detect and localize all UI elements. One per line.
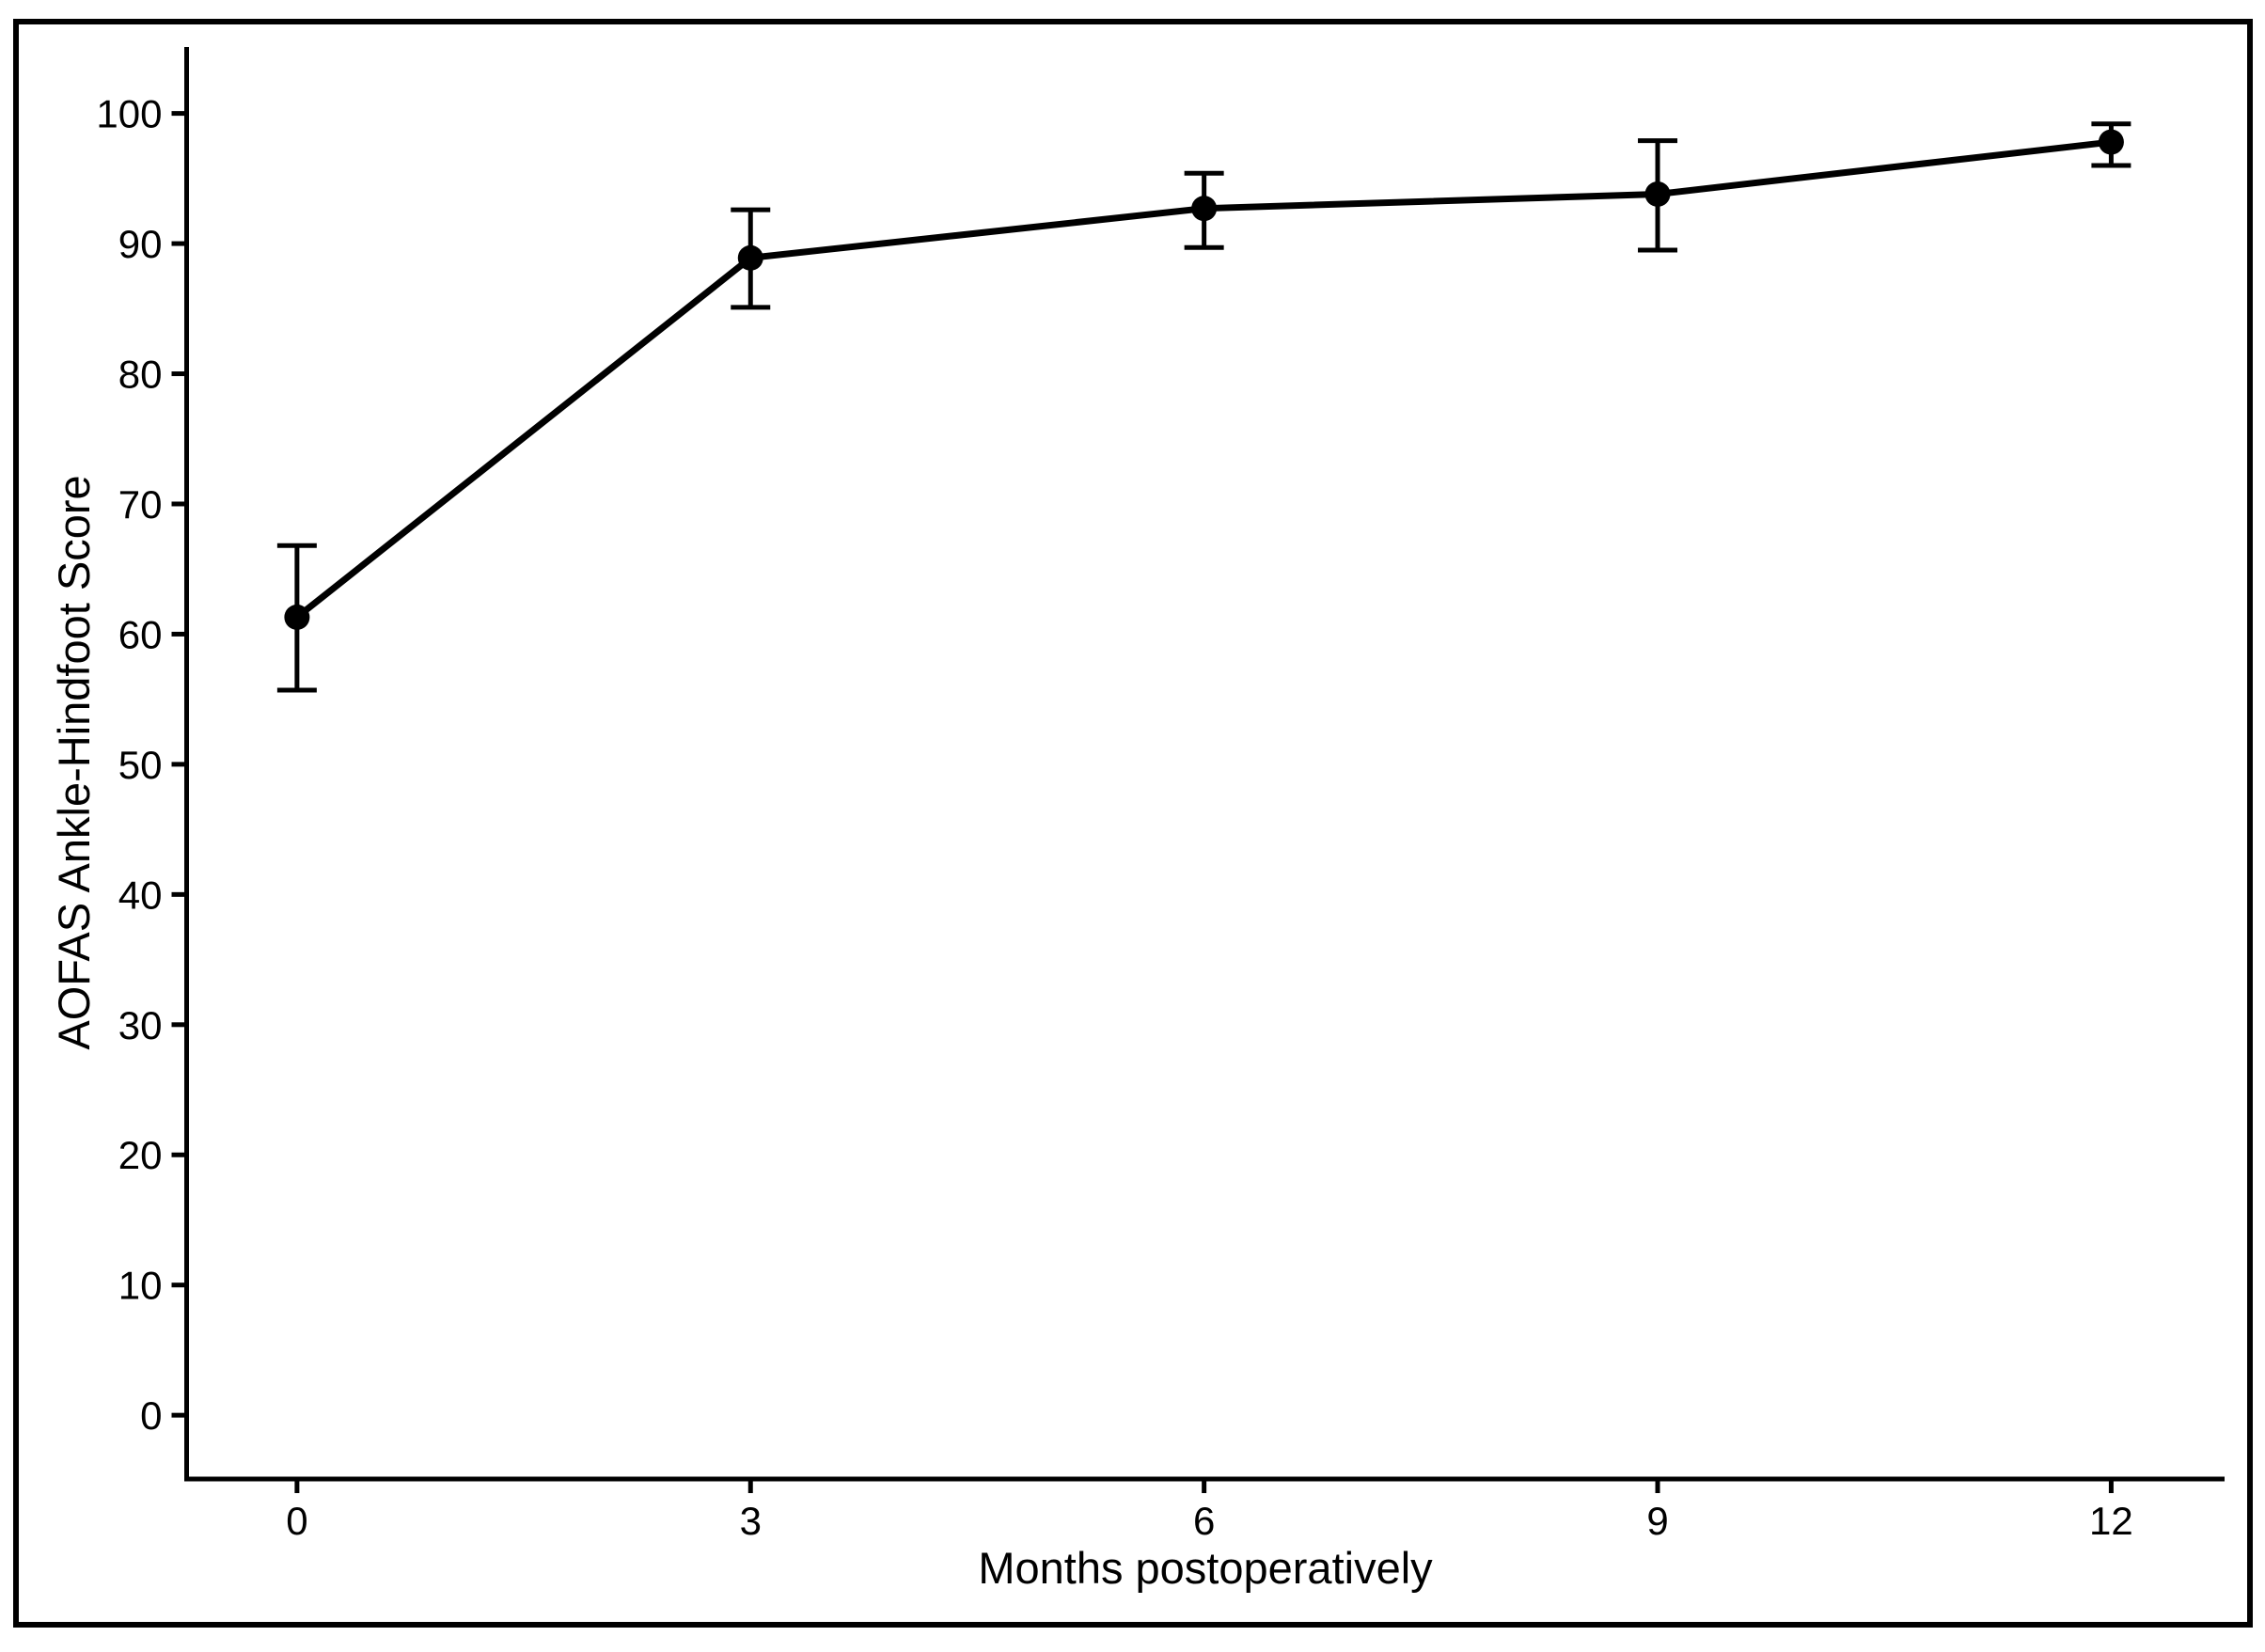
plot-area: 0 10 20 30 40 50 60 70 80 90 100 0 3 6 9 12	[96, 47, 2225, 1543]
x-tick-label: 9	[1646, 1499, 1668, 1543]
y-tick-label: 30	[118, 1003, 163, 1047]
figure-border	[13, 19, 2253, 1628]
y-tick-label: 0	[140, 1393, 162, 1438]
data-point-marker	[1644, 181, 1671, 207]
x-axis-label: Months postoperatively	[978, 1543, 1433, 1593]
y-axis-label: AOFAS Ankle-Hindfoot Score	[49, 475, 99, 1049]
y-tick-label: 50	[118, 743, 163, 787]
y-tick-label: 90	[118, 222, 163, 266]
data-point-marker	[737, 244, 763, 271]
y-tick-label: 40	[118, 873, 163, 917]
y-tick-label: 70	[118, 482, 163, 527]
data-point-marker	[284, 604, 310, 630]
x-tick-label: 0	[286, 1499, 307, 1543]
x-tick-label: 6	[1193, 1499, 1215, 1543]
y-tick-label: 10	[118, 1264, 163, 1308]
x-tick-label: 12	[2089, 1499, 2133, 1543]
y-tick-label: 80	[118, 353, 163, 397]
y-tick-label: 60	[118, 612, 163, 656]
y-tick-label: 20	[118, 1133, 163, 1177]
x-tick-label: 3	[740, 1499, 762, 1543]
data-point-marker	[1191, 196, 1218, 222]
data-point-marker	[2098, 129, 2124, 155]
y-tick-label: 100	[96, 92, 162, 136]
